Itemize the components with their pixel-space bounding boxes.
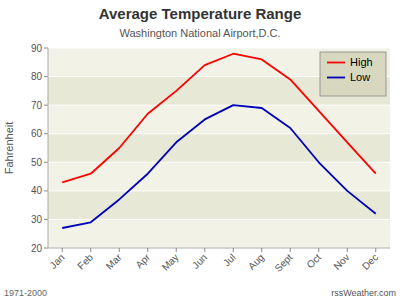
x-tick: [261, 248, 262, 252]
y-axis-line: [48, 48, 49, 248]
grid-band: [48, 134, 390, 163]
y-axis-label: Fahrenheit: [3, 122, 15, 175]
y-tick: [44, 48, 48, 49]
y-tick: [44, 219, 48, 220]
x-tick-label: Mar: [104, 251, 124, 271]
legend-label: Low: [350, 71, 370, 83]
x-tick: [233, 248, 234, 252]
x-tick-label: Jan: [47, 252, 66, 271]
y-tick-label: 20: [31, 243, 43, 254]
x-tick: [147, 248, 148, 252]
footer-right: rssWeather.com: [331, 288, 396, 298]
x-tick: [62, 248, 63, 252]
x-tick: [375, 248, 376, 252]
series-line: [62, 105, 376, 228]
grid-line: [48, 162, 390, 163]
grid-line: [48, 48, 390, 49]
legend-swatch: [327, 77, 345, 79]
x-tick-label: May: [160, 252, 181, 273]
x-tick-label: Feb: [75, 251, 95, 271]
legend: High Low: [320, 52, 386, 96]
grid-line: [48, 105, 390, 106]
legend-swatch: [327, 62, 345, 64]
y-tick-label: 50: [31, 157, 43, 168]
x-tick-label: Dec: [360, 252, 380, 272]
x-tick-label: Aug: [246, 252, 266, 272]
grid-line: [48, 190, 390, 191]
x-tick: [90, 248, 91, 252]
x-tick: [318, 248, 319, 252]
x-tick: [176, 248, 177, 252]
subtitle: Washington National Airport,D.C.: [120, 27, 281, 39]
grid-line: [48, 219, 390, 220]
y-tick: [44, 190, 48, 191]
x-tick: [119, 248, 120, 252]
x-tick: [347, 248, 348, 252]
x-tick-label: Apr: [133, 251, 152, 270]
x-axis-line: [48, 248, 390, 249]
y-tick: [44, 76, 48, 77]
title: Average Temperature Range: [99, 5, 302, 22]
footer-left: 1971-2000: [4, 288, 47, 298]
x-tick-label: Sept: [272, 251, 294, 273]
x-tick: [204, 248, 205, 252]
chart: Average Temperature Range Washington Nati…: [0, 0, 400, 300]
x-tick-label: Oct: [304, 251, 323, 270]
y-tick-label: 60: [31, 128, 43, 139]
y-tick: [44, 162, 48, 163]
grid-line: [48, 248, 390, 249]
x-tick-label: Nov: [331, 252, 351, 272]
y-tick-label: 80: [31, 71, 43, 82]
y-tick-label: 30: [31, 214, 43, 225]
y-tick-label: 90: [31, 43, 43, 54]
plot-background: [48, 48, 390, 248]
legend-box: [320, 52, 386, 96]
y-tick: [44, 133, 48, 134]
y-tick: [44, 105, 48, 106]
legend-label: High: [350, 56, 373, 68]
x-tick-label: Jul: [221, 252, 238, 269]
x-tick-label: Jun: [190, 252, 209, 271]
y-tick: [44, 248, 48, 249]
x-tick: [290, 248, 291, 252]
y-tick-label: 70: [31, 100, 43, 111]
y-tick-label: 40: [31, 185, 43, 196]
